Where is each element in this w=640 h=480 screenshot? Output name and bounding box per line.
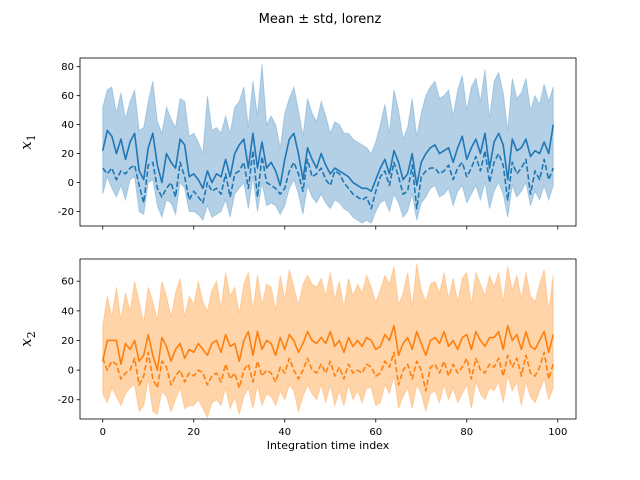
panel-2-median-points: [102, 352, 554, 391]
panel-1-frame: [79, 57, 577, 227]
panel-1-ytick-label: 40: [61, 120, 74, 131]
panel-1-mean-line: [101, 124, 555, 193]
panel-2-xtick-label: 40: [278, 427, 291, 438]
panel-2-mean-points: [102, 325, 554, 371]
panel-1-ytick-label: 20: [61, 149, 74, 160]
panel-1-ytick-label: 0: [68, 178, 74, 189]
panel-1-mean-points: [102, 124, 554, 192]
panel-1-plot-area: [101, 63, 555, 224]
panel-2-xtick-label: 60: [369, 427, 382, 438]
panel-2-ytick-label: 20: [61, 336, 74, 347]
panel-2-frame: [79, 258, 577, 420]
panel-2-ylabel: x2: [17, 331, 38, 346]
panel-2: 0 20 40 60 80 100 -20 0 20 40 60 x2 Integration time…: [17, 258, 577, 452]
panel-2-xtick-label: 100: [548, 427, 567, 438]
panel-2-ytick-label: 40: [61, 306, 74, 317]
panel-1-median-line: [102, 149, 554, 210]
panel-2-xlabel: Integration time index: [267, 439, 390, 452]
panel-1: -20 0 20 40 60 80 x1: [17, 57, 577, 230]
panel-1-ytick-label: 60: [61, 91, 74, 102]
panel-2-ytick-label: 0: [68, 366, 74, 377]
panel-1-ytick-label: -20: [58, 207, 74, 218]
panel-2-ytick-label: 60: [61, 277, 74, 288]
panel-2-std-band: [102, 263, 554, 419]
panel-2-ytick-label: -20: [58, 395, 74, 406]
panel-1-median-points: [102, 150, 554, 209]
panel-1-ytick-label: 80: [61, 62, 74, 73]
panel-2-xtick-label: 20: [187, 427, 200, 438]
panel-2-plot-area: [101, 263, 555, 419]
panel-2-xtick-label: 80: [460, 427, 473, 438]
figure-title: Mean ± std, lorenz: [259, 12, 382, 27]
panel-2-xtick-label: 0: [100, 427, 106, 438]
panel-2-mean-line: [101, 324, 555, 371]
panel-1-std-band: [102, 63, 554, 224]
panel-2-median-line: [102, 351, 555, 392]
panel-1-ylabel: x1: [17, 134, 38, 149]
